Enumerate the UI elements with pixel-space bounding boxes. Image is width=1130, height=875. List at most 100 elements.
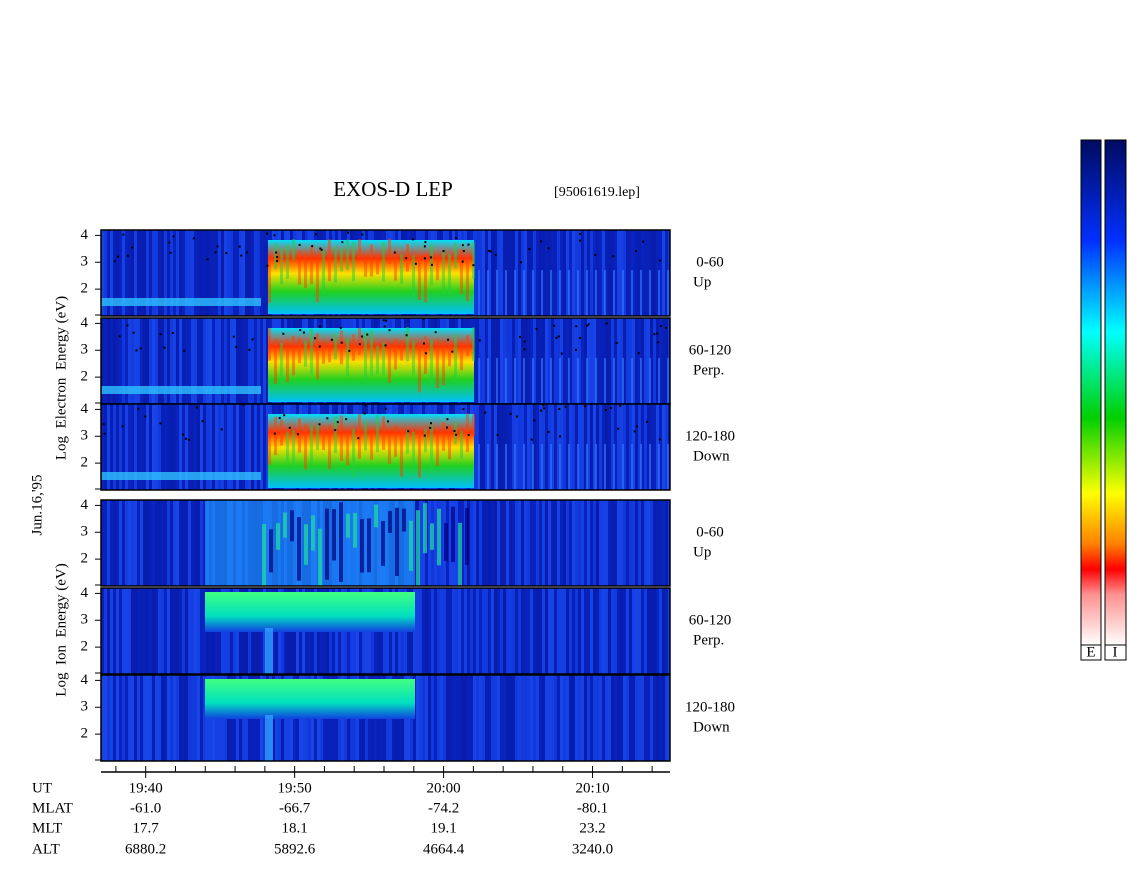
spectrogram-column (515, 500, 518, 586)
spectrogram-column (623, 588, 626, 674)
spectrogram-column (647, 404, 650, 490)
spectrogram-column (161, 230, 164, 316)
spectrogram-column (257, 404, 260, 490)
spectrogram-column (659, 500, 662, 586)
spectrogram-column (167, 230, 170, 316)
spectrogram-dot (220, 428, 223, 431)
spectrogram-column (500, 500, 503, 586)
spectrogram-column (566, 588, 569, 674)
spectrogram-column (533, 675, 536, 761)
spectrogram-column (110, 675, 113, 761)
spectrogram-column (488, 675, 491, 761)
spectrogram-streak (496, 358, 498, 404)
spectrogram-dot (453, 429, 456, 432)
spectrogram-dot (171, 332, 174, 335)
spectrogram-column (116, 500, 119, 586)
spectrogram-dot (216, 245, 219, 248)
spectrogram-column (491, 404, 494, 490)
spectrogram-column (452, 675, 455, 761)
spectrogram-column (437, 675, 440, 761)
spectrogram-column (140, 675, 143, 761)
spectrogram-column (122, 500, 125, 586)
spectrogram-column (218, 230, 221, 316)
spectrogram-column (485, 500, 488, 586)
spectrogram-column (527, 500, 530, 586)
spectrogram-streak (395, 507, 399, 576)
spectrogram-column (257, 230, 260, 316)
spectrogram-column (584, 230, 587, 316)
spectrogram-streak (667, 358, 669, 404)
spectrogram-column (509, 675, 512, 761)
spectrogram-column (662, 230, 665, 316)
spectrogram-column (245, 230, 248, 316)
spectrogram-column (647, 230, 650, 316)
spectrogram-dot (240, 254, 243, 257)
spectrogram-dot (318, 345, 321, 348)
spectrogram-ion (265, 628, 273, 674)
spectrogram-column (110, 500, 113, 586)
spectrogram-column (128, 588, 131, 674)
colorbar (1080, 139, 1102, 646)
spectrogram-column (617, 230, 620, 316)
spectrogram-streak (328, 424, 331, 469)
spectrogram-streak (568, 444, 570, 490)
spectrogram-column (542, 404, 545, 490)
spectrogram-column (491, 675, 494, 761)
ephemeris-value: 4664.4 (423, 841, 465, 857)
spectrogram-column (491, 230, 494, 316)
spectrogram-streak (358, 239, 361, 260)
spectrogram-column (194, 500, 197, 586)
y-tick-label: 2 (81, 639, 89, 655)
file-label: [95061619.lep] (554, 185, 640, 200)
spectrogram-column (638, 675, 641, 761)
spectrogram-column (638, 404, 641, 490)
y-tick-label: 2 (81, 369, 89, 385)
spectrogram-column (200, 675, 203, 761)
spectrogram-column (107, 404, 110, 490)
spectrogram-column (173, 404, 176, 490)
spectrogram-column (140, 318, 143, 404)
spectrogram-column (137, 318, 140, 404)
panel-frame (100, 403, 671, 491)
spectrogram-streak (448, 253, 451, 299)
spectrogram-column (140, 588, 143, 674)
spectrogram-column (203, 588, 206, 674)
spectrogram-column (545, 500, 548, 586)
spectrogram-column (485, 318, 488, 404)
spectrogram-column (200, 588, 203, 674)
spectrogram-column (434, 675, 437, 761)
spectrogram-dot (388, 329, 391, 332)
spectrogram-column (500, 404, 503, 490)
spectrogram-column (497, 404, 500, 490)
spectrogram-column (593, 318, 596, 404)
spectrogram-column (146, 318, 149, 404)
spectrogram-column (161, 588, 164, 674)
spectrogram-streak (541, 444, 543, 490)
spectrogram-dot (118, 335, 121, 338)
spectrogram-column (443, 675, 446, 761)
pitch-label: 60-120 (689, 342, 732, 358)
spectrogram-dot (384, 407, 387, 410)
spectrogram-column (491, 500, 494, 586)
ephemeris-label: MLAT (32, 800, 73, 816)
spectrogram-column (488, 404, 491, 490)
spectrogram-streak (532, 444, 534, 490)
spectrogram-streak (604, 358, 606, 404)
spectrogram-column (182, 588, 185, 674)
spectrogram-streak (559, 444, 561, 490)
spectrogram-column (182, 318, 185, 404)
spectrogram-streak (532, 358, 534, 404)
spectrogram-streak (418, 255, 421, 300)
spectrogram-column (650, 588, 653, 674)
spectrogram-column (599, 230, 602, 316)
spectrogram-column (458, 588, 461, 674)
spectrogram-column (521, 404, 524, 490)
spectrogram-dot (135, 349, 138, 352)
spectrogram-column (611, 588, 614, 674)
spectrogram-column (575, 588, 578, 674)
spectrogram-texture (101, 318, 670, 404)
spectrogram-column (152, 500, 155, 586)
spectrogram-column (521, 675, 524, 761)
spectrogram-dot (382, 319, 385, 322)
spectrogram-column (479, 588, 482, 674)
